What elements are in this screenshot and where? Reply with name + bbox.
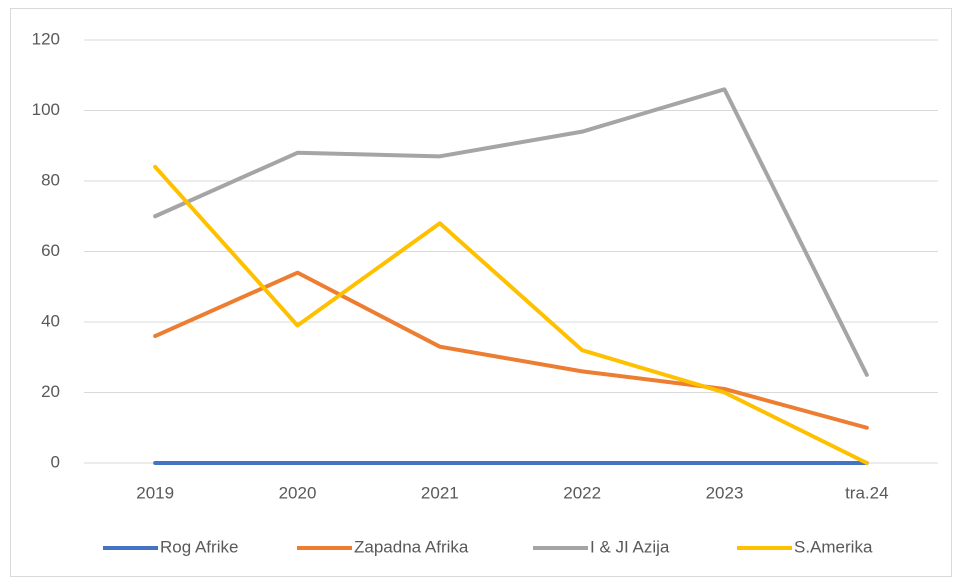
legend-label: I & JI Azija (590, 537, 670, 556)
legend-label: S.Amerika (794, 537, 873, 556)
y-tick-label: 120 (32, 29, 60, 48)
x-tick-label: 2022 (563, 483, 601, 502)
y-tick-label: 0 (51, 452, 60, 471)
series-line (153, 270, 869, 430)
y-tick-label: 20 (41, 382, 60, 401)
y-tick-label: 40 (41, 311, 60, 330)
x-tick-label: 2019 (136, 483, 174, 502)
series-line (153, 87, 869, 377)
series-line (153, 164, 869, 465)
x-tick-label: tra.24 (845, 483, 888, 502)
y-tick-label: 80 (41, 170, 60, 189)
y-tick-label: 60 (41, 241, 60, 260)
x-tick-label: 2023 (706, 483, 744, 502)
legend-label: Rog Afrike (160, 537, 238, 556)
legend-label: Zapadna Afrika (354, 537, 469, 556)
x-tick-label: 2021 (421, 483, 459, 502)
y-tick-label: 100 (32, 100, 60, 119)
chart-border (10, 8, 952, 577)
x-tick-label: 2020 (279, 483, 317, 502)
